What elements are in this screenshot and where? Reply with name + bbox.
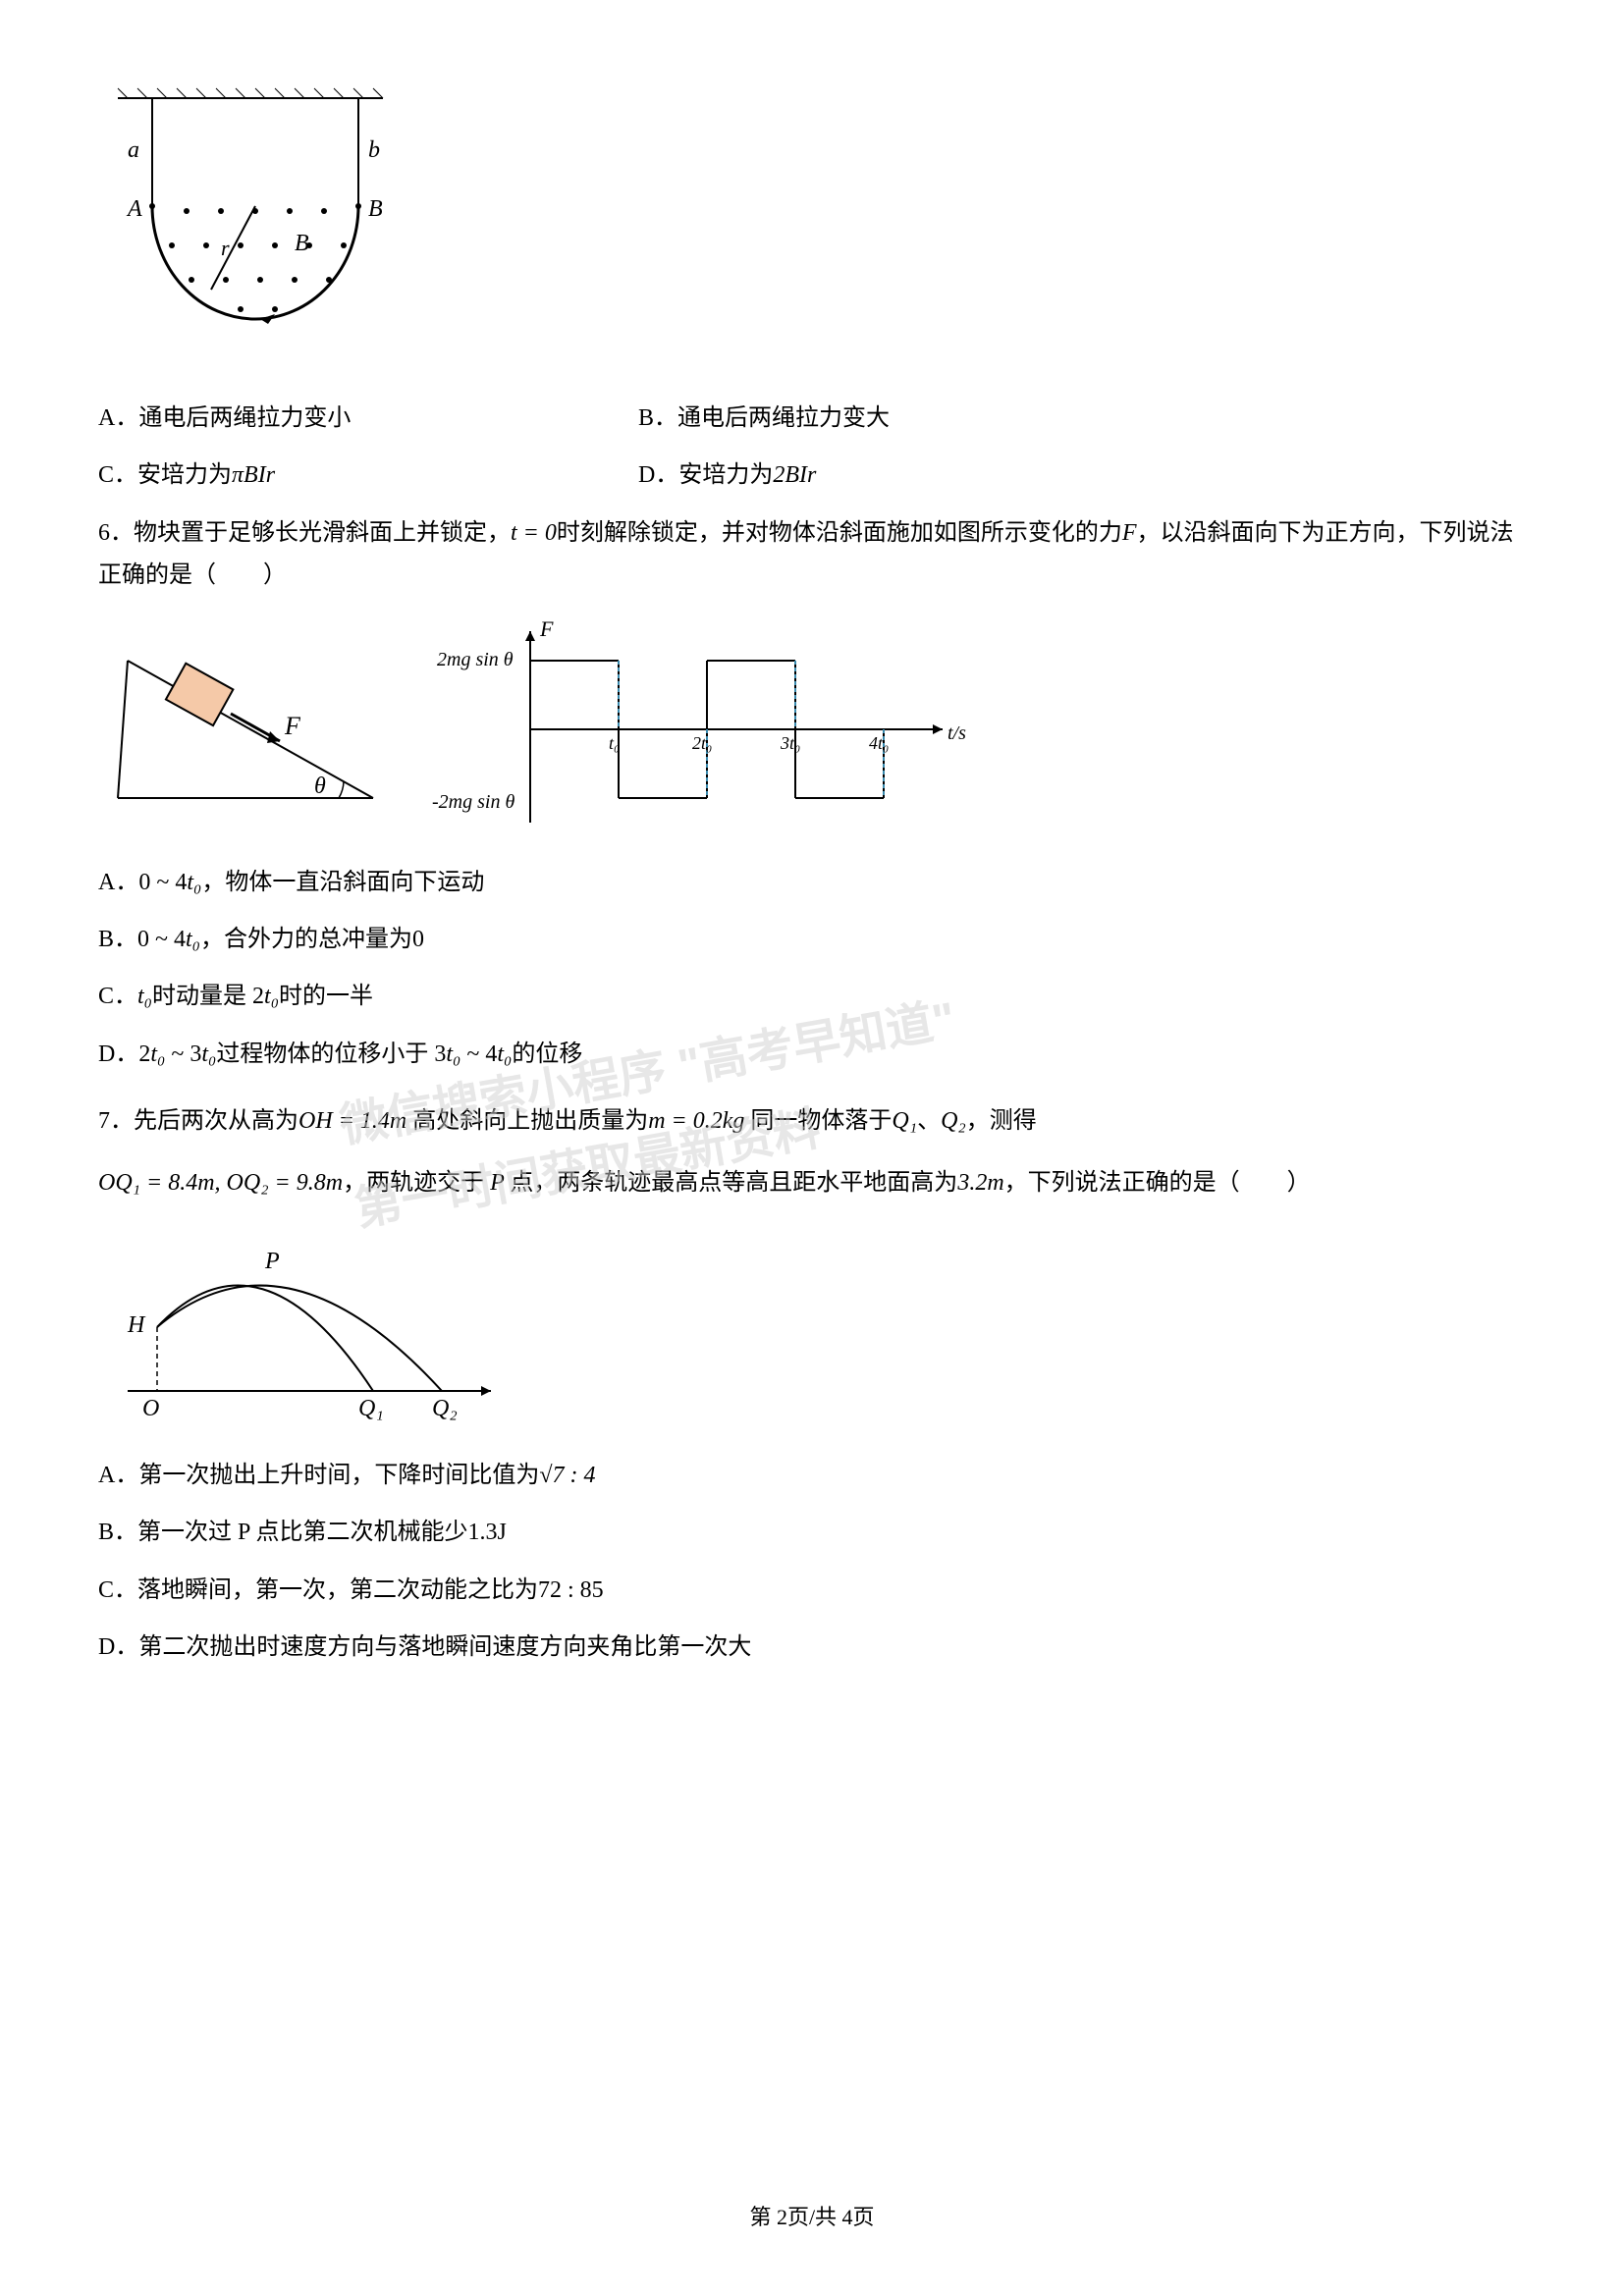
svg-text:O: O [142, 1396, 159, 1420]
svg-text:-2mg sin θ: -2mg sin θ [432, 791, 514, 813]
svg-text:Q₂: Q₂ [432, 1396, 458, 1420]
svg-text:3t₀: 3t₀ [780, 733, 800, 753]
svg-text:Q₁: Q₁ [358, 1396, 384, 1420]
svg-text:t₀: t₀ [609, 733, 620, 753]
svg-text:B: B [368, 196, 383, 222]
option-7C: C．落地瞬间，第一次，第二次动能之比为72 : 85 [98, 1570, 1526, 1612]
svg-text:2t₀: 2t₀ [692, 733, 712, 753]
q5-options-row2: C．安培力为πBIr D．安培力为2BIr [98, 454, 1526, 497]
option-7B: B．第一次过 P 点比第二次机械能少1.3J [98, 1512, 1526, 1554]
svg-text:A: A [126, 196, 142, 222]
svg-text:t/s: t/s [947, 722, 966, 744]
option-6D: D．2t₀ ~ 3t₀过程物体的位移小于 3t₀ ~ 4t₀的位移 [98, 1034, 1526, 1076]
svg-text:F: F [284, 712, 301, 740]
q6-graph-figure: F t/s 2mg sin θ -2mg sin θ t₀ 2t₀ 3t₀ 4t… [432, 616, 972, 842]
option-6A: A．0 ~ 4t₀，物体一直沿斜面向下运动 [98, 862, 1526, 904]
q5-options-row1: A．通电后两绳拉力变小 B．通电后两绳拉力变大 [98, 398, 1526, 440]
svg-text:H: H [127, 1312, 146, 1338]
svg-text:4t₀: 4t₀ [869, 733, 889, 753]
q7-stem-line1: 7．先后两次从高为OH = 1.4m 高处斜向上抛出质量为m = 0.2kg 同… [98, 1100, 1526, 1143]
q6-incline-figure: F θ [98, 631, 393, 828]
svg-text:a: a [128, 137, 139, 163]
option-7A: A．第一次抛出上升时间，下降时间比值为√7 : 4 [98, 1455, 1526, 1497]
svg-text:P: P [264, 1249, 280, 1274]
svg-text:B: B [295, 231, 309, 256]
option-5B: B．通电后两绳拉力变大 [638, 398, 1526, 440]
page-footer: 第 2页/共 4页 [0, 2198, 1624, 2237]
option-5A: A．通电后两绳拉力变小 [98, 398, 638, 440]
svg-text:θ: θ [314, 774, 326, 799]
q7-stem-line2: OQ₁ = 8.4m, OQ₂ = 9.8m，两轨迹交于 P 点，两条轨迹最高点… [98, 1162, 1526, 1204]
option-5C: C．安培力为πBIr [98, 454, 638, 497]
svg-text:2mg sin θ: 2mg sin θ [437, 649, 514, 670]
q6-figures: F θ F t/s 2mg sin θ -2mg sin θ t₀ 2t₀ 3t… [98, 616, 1526, 842]
q5-figure: a b A B r B [98, 79, 1526, 368]
option-7D: D．第二次抛出时速度方向与落地瞬间速度方向夹角比第一次大 [98, 1627, 1526, 1669]
q6-stem: 6．物块置于足够长光滑斜面上并锁定，t = 0时刻解除锁定，并对物体沿斜面施加如… [98, 512, 1526, 597]
svg-text:F: F [539, 616, 554, 641]
option-6C: C．t₀时动量是 2t₀时的一半 [98, 976, 1526, 1018]
option-6B: B．0 ~ 4t₀，合外力的总冲量为0 [98, 919, 1526, 961]
option-5D: D．安培力为2BIr [638, 454, 1526, 497]
q7-figure: H O P Q₁ Q₂ [98, 1224, 1526, 1435]
svg-text:b: b [368, 137, 380, 163]
svg-text:r: r [221, 236, 230, 260]
